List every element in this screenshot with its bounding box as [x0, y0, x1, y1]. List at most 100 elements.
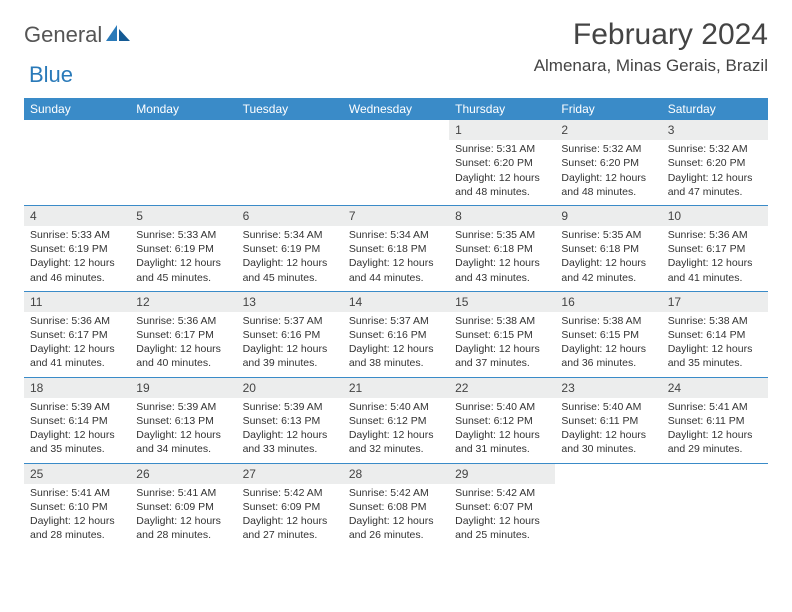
sunrise-text: Sunrise: 5:41 AM: [30, 486, 124, 500]
sunset-text: Sunset: 6:19 PM: [243, 242, 337, 256]
calendar-day-cell: 2Sunrise: 5:32 AMSunset: 6:20 PMDaylight…: [555, 120, 661, 205]
sunrise-text: Sunrise: 5:32 AM: [561, 142, 655, 156]
calendar-day-cell: 4Sunrise: 5:33 AMSunset: 6:19 PMDaylight…: [24, 205, 130, 291]
daylight-text: Daylight: 12 hours and 42 minutes.: [561, 256, 655, 284]
calendar-day-cell: 24Sunrise: 5:41 AMSunset: 6:11 PMDayligh…: [662, 377, 768, 463]
sunset-text: Sunset: 6:08 PM: [349, 500, 443, 514]
calendar-day-cell: 12Sunrise: 5:36 AMSunset: 6:17 PMDayligh…: [130, 291, 236, 377]
calendar-day-cell: [237, 120, 343, 205]
day-number: 24: [662, 378, 768, 398]
day-body: Sunrise: 5:37 AMSunset: 6:16 PMDaylight:…: [343, 312, 449, 377]
calendar-week-row: 18Sunrise: 5:39 AMSunset: 6:14 PMDayligh…: [24, 377, 768, 463]
sunset-text: Sunset: 6:20 PM: [561, 156, 655, 170]
sunrise-text: Sunrise: 5:38 AM: [455, 314, 549, 328]
day-body: [24, 138, 130, 194]
sunset-text: Sunset: 6:13 PM: [136, 414, 230, 428]
day-body: Sunrise: 5:39 AMSunset: 6:13 PMDaylight:…: [237, 398, 343, 463]
sunset-text: Sunset: 6:11 PM: [561, 414, 655, 428]
calendar-day-cell: 18Sunrise: 5:39 AMSunset: 6:14 PMDayligh…: [24, 377, 130, 463]
day-body: [343, 138, 449, 194]
day-body: Sunrise: 5:41 AMSunset: 6:10 PMDaylight:…: [24, 484, 130, 549]
day-body: Sunrise: 5:35 AMSunset: 6:18 PMDaylight:…: [555, 226, 661, 291]
sunrise-text: Sunrise: 5:40 AM: [455, 400, 549, 414]
calendar-day-cell: 22Sunrise: 5:40 AMSunset: 6:12 PMDayligh…: [449, 377, 555, 463]
daylight-text: Daylight: 12 hours and 28 minutes.: [30, 514, 124, 542]
day-number: 4: [24, 206, 130, 226]
day-number: 28: [343, 464, 449, 484]
calendar-week-row: 4Sunrise: 5:33 AMSunset: 6:19 PMDaylight…: [24, 205, 768, 291]
daylight-text: Daylight: 12 hours and 30 minutes.: [561, 428, 655, 456]
day-body: Sunrise: 5:41 AMSunset: 6:11 PMDaylight:…: [662, 398, 768, 463]
sunrise-text: Sunrise: 5:34 AM: [243, 228, 337, 242]
sunrise-text: Sunrise: 5:38 AM: [668, 314, 762, 328]
day-number: 15: [449, 292, 555, 312]
sunset-text: Sunset: 6:14 PM: [668, 328, 762, 342]
day-number: 18: [24, 378, 130, 398]
day-number: 23: [555, 378, 661, 398]
calendar-day-cell: 13Sunrise: 5:37 AMSunset: 6:16 PMDayligh…: [237, 291, 343, 377]
daylight-text: Daylight: 12 hours and 29 minutes.: [668, 428, 762, 456]
calendar-day-cell: 20Sunrise: 5:39 AMSunset: 6:13 PMDayligh…: [237, 377, 343, 463]
calendar-day-cell: 5Sunrise: 5:33 AMSunset: 6:19 PMDaylight…: [130, 205, 236, 291]
calendar-day-cell: [662, 463, 768, 548]
sunrise-text: Sunrise: 5:42 AM: [349, 486, 443, 500]
sunset-text: Sunset: 6:11 PM: [668, 414, 762, 428]
sunset-text: Sunset: 6:18 PM: [455, 242, 549, 256]
sunrise-text: Sunrise: 5:36 AM: [30, 314, 124, 328]
day-number: 21: [343, 378, 449, 398]
sunrise-text: Sunrise: 5:41 AM: [668, 400, 762, 414]
daylight-text: Daylight: 12 hours and 39 minutes.: [243, 342, 337, 370]
brand-logo: General: [24, 22, 134, 48]
sunset-text: Sunset: 6:09 PM: [243, 500, 337, 514]
weekday-header: Wednesday: [343, 98, 449, 120]
month-title: February 2024: [534, 18, 768, 52]
calendar-week-row: 1Sunrise: 5:31 AMSunset: 6:20 PMDaylight…: [24, 120, 768, 205]
day-number: 22: [449, 378, 555, 398]
sunrise-text: Sunrise: 5:40 AM: [349, 400, 443, 414]
day-number: 7: [343, 206, 449, 226]
day-body: Sunrise: 5:42 AMSunset: 6:07 PMDaylight:…: [449, 484, 555, 549]
daylight-text: Daylight: 12 hours and 45 minutes.: [243, 256, 337, 284]
calendar-day-cell: [24, 120, 130, 205]
day-number: 29: [449, 464, 555, 484]
day-body: Sunrise: 5:35 AMSunset: 6:18 PMDaylight:…: [449, 226, 555, 291]
weekday-header: Saturday: [662, 98, 768, 120]
sunrise-text: Sunrise: 5:39 AM: [30, 400, 124, 414]
calendar-table: Sunday Monday Tuesday Wednesday Thursday…: [24, 98, 768, 548]
day-number: 6: [237, 206, 343, 226]
calendar-day-cell: 27Sunrise: 5:42 AMSunset: 6:09 PMDayligh…: [237, 463, 343, 548]
day-number: 16: [555, 292, 661, 312]
day-body: Sunrise: 5:33 AMSunset: 6:19 PMDaylight:…: [24, 226, 130, 291]
daylight-text: Daylight: 12 hours and 41 minutes.: [668, 256, 762, 284]
daylight-text: Daylight: 12 hours and 43 minutes.: [455, 256, 549, 284]
day-number: 13: [237, 292, 343, 312]
day-number: 14: [343, 292, 449, 312]
calendar-day-cell: 17Sunrise: 5:38 AMSunset: 6:14 PMDayligh…: [662, 291, 768, 377]
sunset-text: Sunset: 6:15 PM: [455, 328, 549, 342]
calendar-day-cell: 25Sunrise: 5:41 AMSunset: 6:10 PMDayligh…: [24, 463, 130, 548]
daylight-text: Daylight: 12 hours and 34 minutes.: [136, 428, 230, 456]
calendar-day-cell: 9Sunrise: 5:35 AMSunset: 6:18 PMDaylight…: [555, 205, 661, 291]
sunset-text: Sunset: 6:17 PM: [668, 242, 762, 256]
day-body: Sunrise: 5:34 AMSunset: 6:18 PMDaylight:…: [343, 226, 449, 291]
weekday-header: Friday: [555, 98, 661, 120]
calendar-week-row: 25Sunrise: 5:41 AMSunset: 6:10 PMDayligh…: [24, 463, 768, 548]
sunset-text: Sunset: 6:18 PM: [349, 242, 443, 256]
day-body: Sunrise: 5:39 AMSunset: 6:13 PMDaylight:…: [130, 398, 236, 463]
calendar-day-cell: 21Sunrise: 5:40 AMSunset: 6:12 PMDayligh…: [343, 377, 449, 463]
daylight-text: Daylight: 12 hours and 35 minutes.: [668, 342, 762, 370]
daylight-text: Daylight: 12 hours and 47 minutes.: [668, 171, 762, 199]
day-number: [555, 464, 661, 482]
weekday-header: Sunday: [24, 98, 130, 120]
calendar-day-cell: [343, 120, 449, 205]
day-body: Sunrise: 5:33 AMSunset: 6:19 PMDaylight:…: [130, 226, 236, 291]
sunrise-text: Sunrise: 5:39 AM: [243, 400, 337, 414]
day-number: 19: [130, 378, 236, 398]
sunrise-text: Sunrise: 5:33 AM: [30, 228, 124, 242]
daylight-text: Daylight: 12 hours and 40 minutes.: [136, 342, 230, 370]
daylight-text: Daylight: 12 hours and 32 minutes.: [349, 428, 443, 456]
sunrise-text: Sunrise: 5:38 AM: [561, 314, 655, 328]
sunrise-text: Sunrise: 5:36 AM: [668, 228, 762, 242]
day-body: Sunrise: 5:40 AMSunset: 6:12 PMDaylight:…: [343, 398, 449, 463]
daylight-text: Daylight: 12 hours and 44 minutes.: [349, 256, 443, 284]
